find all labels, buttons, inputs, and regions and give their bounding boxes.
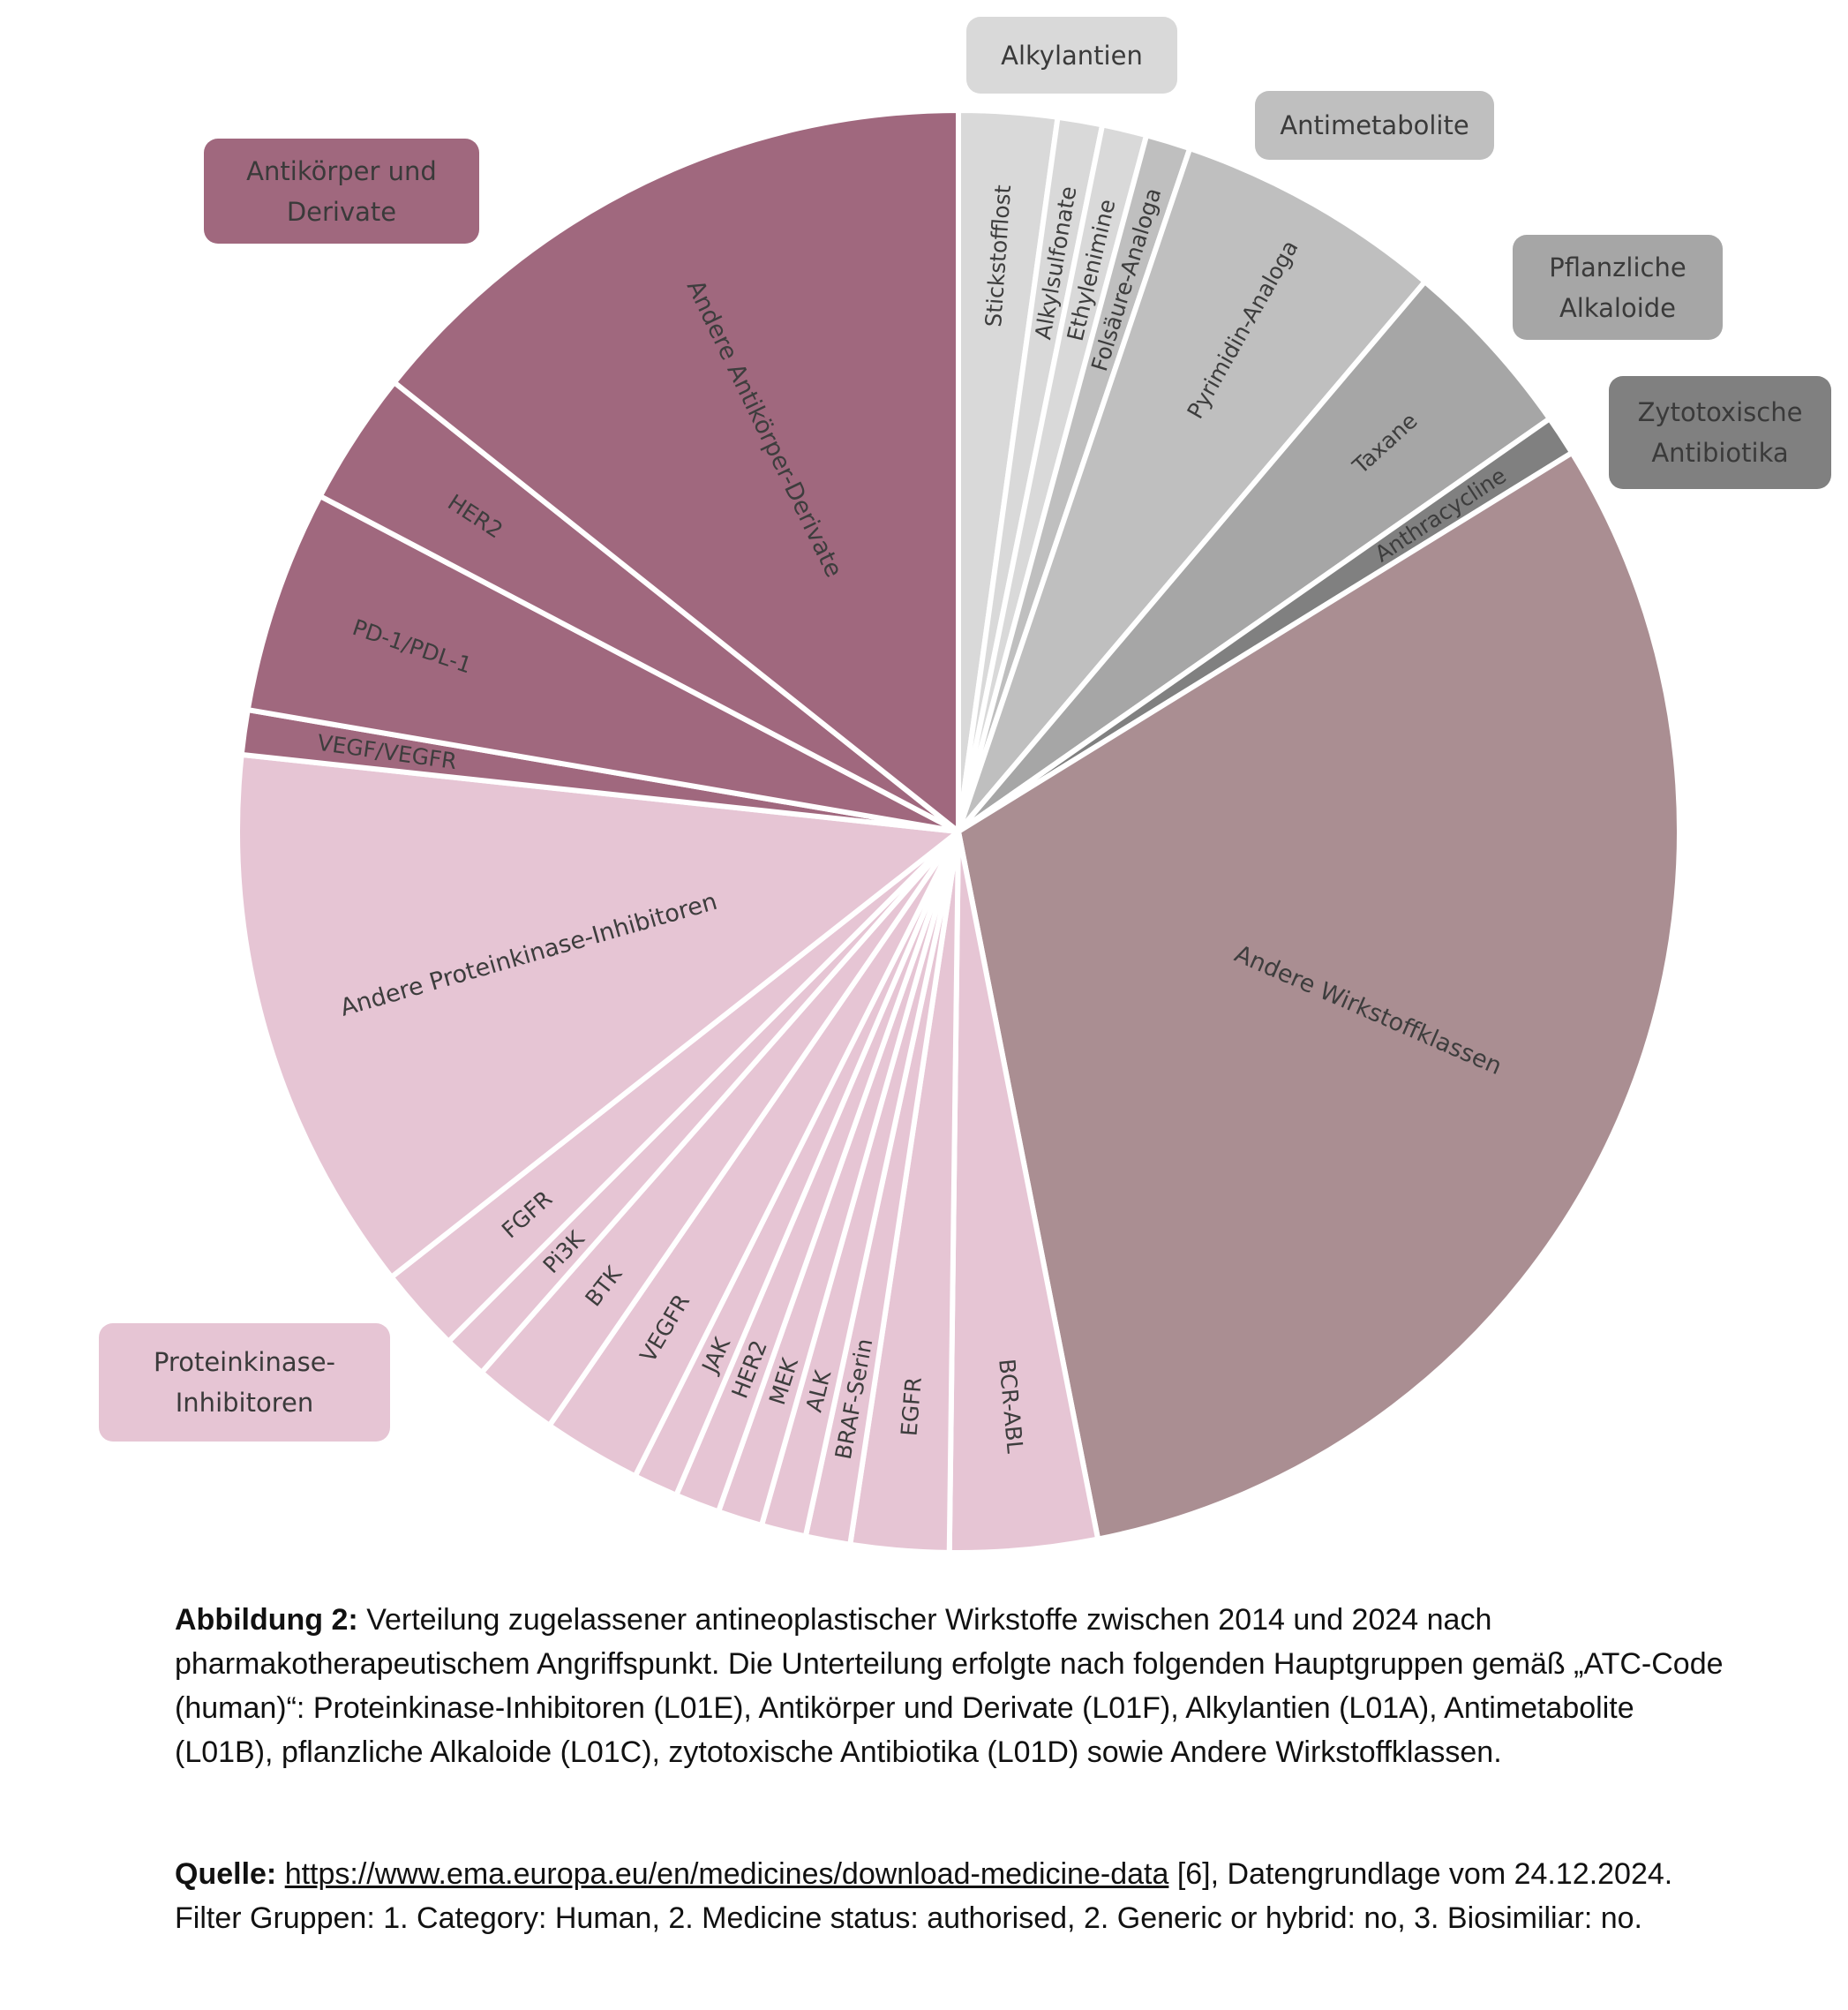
figure-source: Quelle: https://www.ema.europa.eu/en/med… [175, 1852, 1728, 1940]
source-label: Quelle: [175, 1857, 277, 1891]
group-label-proteinkinase-inhibitoren: Proteinkinase- Inhibitoren [99, 1323, 390, 1442]
group-label-antimetabolite: Antimetabolite [1255, 91, 1494, 160]
caption-fig-label: Abbildung 2: [175, 1603, 358, 1637]
pie-slice-andere-wirkstoffklassen [956, 449, 1682, 1542]
pie-chart: Stickstofflost AlkylsulfonateEthylenimine… [235, 108, 1682, 1553]
pie-slice-taxane [956, 279, 1552, 834]
source-text: [6], Datengrundlage vom 24.12.2024. Filt… [175, 1857, 1673, 1935]
pie-slice-pd-1-pdl-1 [244, 493, 961, 834]
pie-slice-andere-proteinkinase-inhibitoren [235, 751, 961, 1280]
pie-slice-pyrimidin-analoga [956, 146, 1428, 834]
group-label-pflanzliche-alkaloide: Pflanzliche Alkaloide [1513, 235, 1723, 340]
group-label-alkylantien: Alkylantien [966, 17, 1177, 94]
figure-caption: Abbildung 2: Verteilung zugelassener ant… [175, 1598, 1728, 1774]
slice-label-egfr: EGFR [896, 1376, 926, 1437]
caption-text: Verteilung zugelassener antineoplastisch… [175, 1603, 1724, 1769]
group-label-zytotoxische-antibiotika: Zytotoxische Antibiotika [1609, 376, 1831, 489]
pie-slice-andere-antik-rper-derivate [391, 108, 961, 834]
group-label-antik-rper-und-derivate: Antikörper und Derivate [204, 139, 479, 244]
source-link[interactable]: https://www.ema.europa.eu/en/medicines/d… [284, 1857, 1169, 1891]
